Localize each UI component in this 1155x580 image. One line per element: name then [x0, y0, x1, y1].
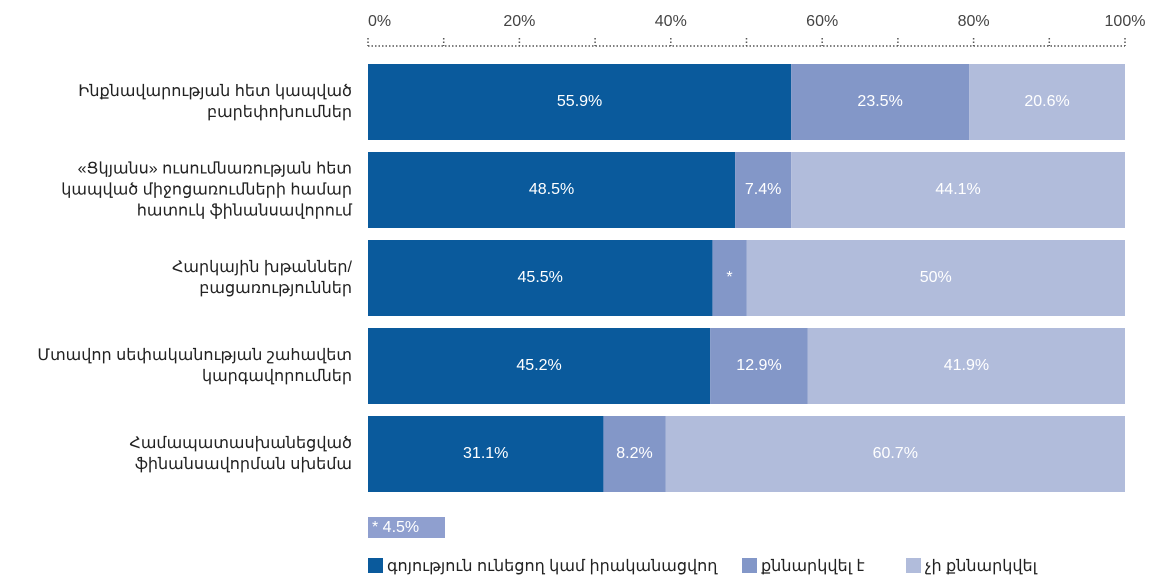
bar-segment	[368, 64, 792, 140]
bar-segment	[969, 64, 1125, 140]
legend-label: գոյություն ունեցող կամ իրականացվող	[387, 558, 718, 575]
legend-label: չի քննարկվել	[925, 558, 1038, 575]
value-label: 7.4%	[745, 181, 781, 198]
bar-segment	[603, 416, 666, 492]
legend-swatch	[742, 558, 757, 573]
value-label: 44.1%	[935, 181, 980, 198]
value-label: *	[726, 269, 732, 286]
x-tick-label: 40%	[655, 13, 687, 30]
value-label: 55.9%	[557, 93, 602, 110]
bar-segment	[368, 328, 711, 404]
bar-segment	[712, 240, 747, 316]
category-label: «Ցկյանս» ուսումնառության հետ կապված միջո…	[61, 160, 352, 220]
value-label: 41.9%	[944, 357, 989, 374]
annotation: * 4.5%	[372, 519, 419, 536]
category-label: Մտավոր սեփականության շահավետ կարգավորում…	[37, 347, 352, 385]
x-tick-label: 20%	[503, 13, 535, 30]
bar-segment	[368, 152, 736, 228]
legend-label: քննարկվել է	[761, 558, 865, 575]
category-label: Հարկային խթաններ/ բացառություններ	[171, 259, 352, 297]
annotation-box	[368, 517, 445, 538]
x-tick-label: 0%	[368, 13, 391, 30]
value-label: 20.6%	[1024, 93, 1069, 110]
x-tick-label: 80%	[958, 13, 990, 30]
bar-segment	[791, 64, 970, 140]
legend-swatch	[906, 558, 921, 573]
bar-segment	[665, 416, 1125, 492]
value-label: 60.7%	[873, 445, 918, 462]
value-label: 23.5%	[857, 93, 902, 110]
value-label: 45.5%	[518, 269, 563, 286]
bar-segment	[807, 328, 1125, 404]
bar-segment	[368, 416, 604, 492]
value-label: 50%	[920, 269, 952, 286]
value-label: 48.5%	[529, 181, 574, 198]
value-label: 12.9%	[736, 357, 781, 374]
bar-segment	[710, 328, 808, 404]
value-label: 31.1%	[463, 445, 508, 462]
category-label: Համապատասխանեցված ֆինանսավորման սխեմա	[129, 435, 352, 473]
bar-segment	[791, 152, 1125, 228]
bar-segment	[368, 240, 713, 316]
x-tick-label: 100%	[1105, 13, 1146, 30]
category-label: Ինքնավարության հետ կապված բարեփոխումներ	[78, 83, 352, 121]
bar-segment	[735, 152, 792, 228]
value-label: 45.2%	[516, 357, 561, 374]
legend-swatch	[368, 558, 383, 573]
bar-segment	[746, 240, 1125, 316]
x-tick-label: 60%	[806, 13, 838, 30]
value-label: 8.2%	[616, 445, 652, 462]
